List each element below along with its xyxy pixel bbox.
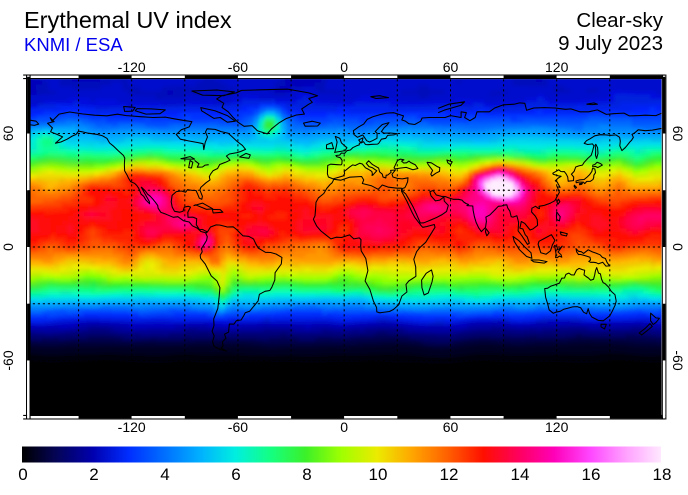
svg-text:120: 120 [545, 419, 569, 435]
svg-text:Clear-sky: Clear-sky [576, 9, 663, 32]
svg-text:KNMI / ESA: KNMI / ESA [24, 34, 123, 55]
svg-text:-120: -120 [118, 419, 146, 435]
svg-text:60: 60 [443, 419, 459, 435]
svg-text:0: 0 [340, 59, 348, 75]
svg-text:-120: -120 [118, 59, 146, 75]
svg-text:Erythemal UV index: Erythemal UV index [24, 7, 232, 33]
svg-text:60: 60 [0, 126, 16, 142]
svg-text:-60: -60 [0, 350, 16, 370]
svg-text:-60: -60 [228, 59, 248, 75]
svg-text:-60: -60 [670, 350, 686, 370]
svg-text:60: 60 [670, 126, 686, 142]
svg-text:0: 0 [670, 243, 686, 251]
svg-text:2: 2 [89, 465, 98, 484]
svg-text:12: 12 [440, 465, 459, 484]
svg-text:4: 4 [160, 465, 169, 484]
svg-text:6: 6 [231, 465, 240, 484]
svg-text:120: 120 [545, 59, 569, 75]
svg-text:16: 16 [582, 465, 601, 484]
svg-text:0: 0 [18, 465, 27, 484]
svg-text:0: 0 [0, 243, 16, 251]
svg-text:10: 10 [369, 465, 388, 484]
svg-text:60: 60 [443, 59, 459, 75]
svg-text:-60: -60 [228, 419, 248, 435]
svg-text:18: 18 [653, 465, 672, 484]
svg-text:14: 14 [511, 465, 530, 484]
svg-text:9 July 2023: 9 July 2023 [558, 32, 663, 55]
svg-text:0: 0 [340, 419, 348, 435]
svg-text:8: 8 [302, 465, 311, 484]
